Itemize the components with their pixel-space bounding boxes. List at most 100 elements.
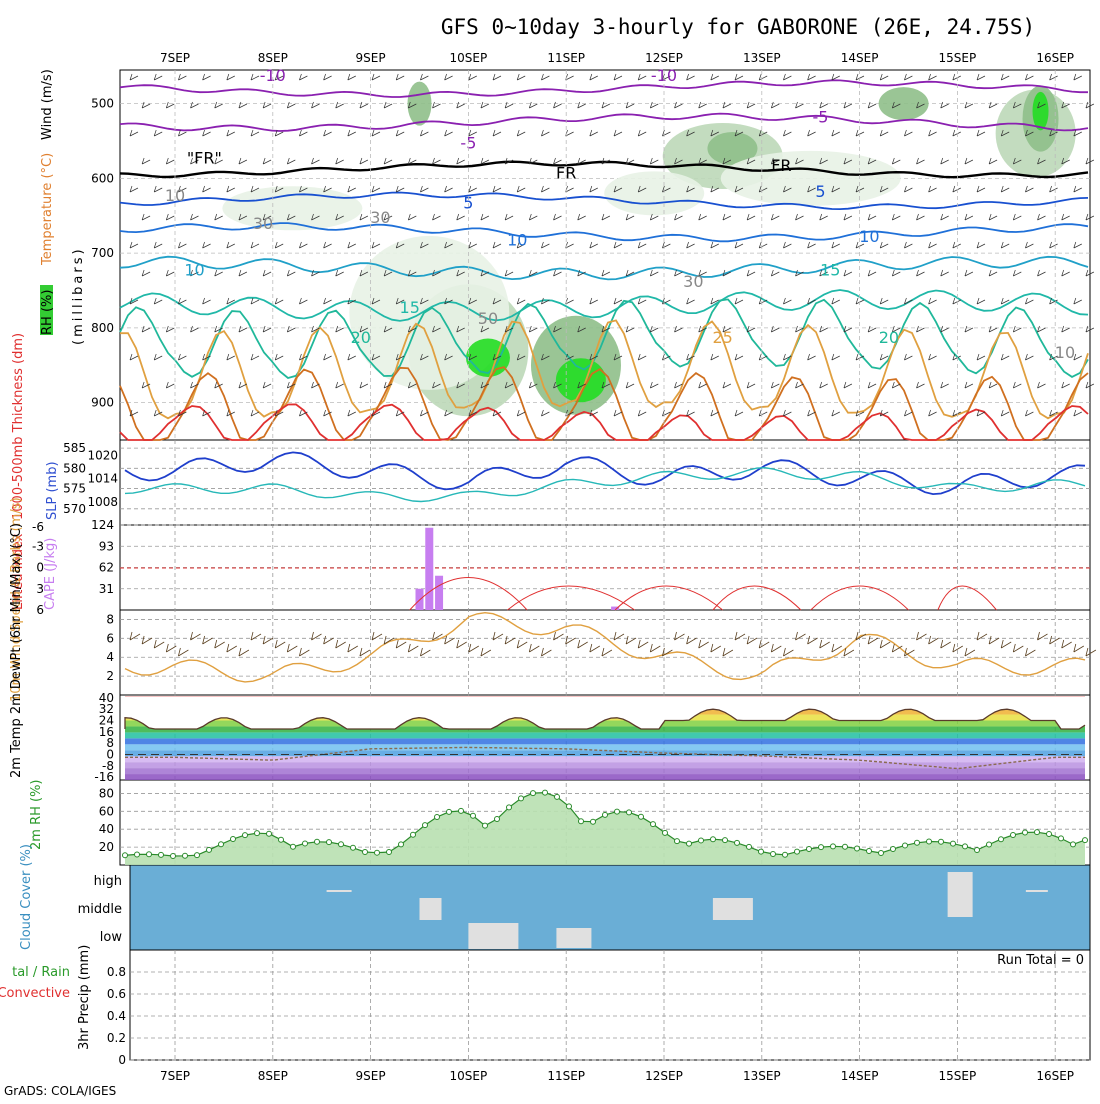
precip-convective-label: Convective: [0, 986, 70, 1001]
wind-barb: [141, 269, 151, 277]
wind-barb: [311, 325, 320, 333]
cape-tick: 62: [99, 561, 114, 575]
wind-barb: [250, 353, 260, 361]
rh2m-point: [878, 849, 884, 856]
wind-barb: [165, 157, 175, 165]
wind-barb: [831, 185, 840, 193]
wind-barb: [1073, 409, 1082, 417]
wind-barb: [250, 241, 260, 249]
wind-barb: [698, 325, 707, 333]
wind-barb: [190, 157, 199, 165]
surface-wind-barb: [480, 647, 492, 657]
rh2m-point: [398, 841, 404, 848]
precip-graphics: [130, 971, 1090, 1061]
wind-barb: [238, 381, 248, 389]
wind-barb: [577, 381, 586, 389]
wind-barb: [795, 269, 804, 277]
wind-barb: [1049, 129, 1058, 137]
wind-barb: [589, 129, 598, 137]
surface-wind-barb: [226, 643, 238, 653]
surface-wind-barb: [674, 631, 685, 641]
surface-wind-barb: [165, 643, 177, 653]
wind-barb: [141, 101, 151, 109]
wind-barb: [855, 129, 865, 137]
wind-barb: [783, 241, 792, 249]
temp-color-band: [125, 744, 1085, 751]
wind-barb: [274, 353, 284, 361]
wind-barb: [831, 73, 840, 81]
wind-barb: [940, 101, 949, 109]
surface-wind-barb: [541, 647, 552, 657]
surface-wind-barb: [819, 639, 830, 649]
wind-barb: [625, 213, 635, 221]
surface-wind-barb: [879, 639, 891, 649]
wind-barb: [323, 241, 332, 249]
precip-tick: 0: [118, 1053, 126, 1067]
wind10-axis-label: 10m Wind Speed & Barbs (m/s): [9, 497, 24, 702]
contour-label: 15: [400, 298, 420, 317]
wind-barb: [783, 297, 792, 305]
rh2m-point: [986, 841, 992, 848]
wind-barb: [492, 73, 502, 81]
date-label-bottom: 10SEP: [450, 1069, 488, 1083]
surface-wind-barb: [565, 635, 576, 645]
temp-graphics: [124, 696, 1086, 780]
wind-barb: [444, 297, 453, 305]
wind-barb: [734, 241, 744, 249]
rh2m-point: [326, 839, 332, 846]
wind-barb: [674, 101, 683, 109]
wind-barb: [783, 409, 792, 417]
wind-barb: [710, 241, 719, 249]
slp-graphics: [120, 447, 1090, 510]
cloud-block: [556, 928, 592, 948]
surface-wind-barb: [722, 647, 734, 657]
rh2m-point: [230, 836, 236, 843]
rh2m-point: [650, 821, 656, 828]
wind-barb: [734, 73, 744, 81]
rh-graphics: [120, 789, 1090, 865]
surface-wind-barb: [335, 639, 346, 649]
wind-barb: [649, 381, 659, 389]
rh2m-point: [338, 841, 344, 848]
date-label-bottom: 12SEP: [645, 1069, 683, 1083]
wind-barb: [976, 129, 986, 137]
isotherm-line: [119, 112, 1089, 132]
wind-barb: [444, 409, 453, 417]
rh2m-point: [146, 851, 152, 858]
wind-barb: [420, 73, 429, 81]
surface-wind-barb: [323, 635, 334, 645]
wind-barb: [190, 213, 199, 221]
slp-tick: 1020: [87, 448, 118, 462]
wind-barb: [843, 381, 853, 389]
surface-wind-barb: [625, 635, 637, 645]
wind-barb: [952, 353, 961, 361]
wind-barb: [323, 353, 332, 361]
wind-barb: [153, 409, 163, 417]
wind-barb: [553, 325, 562, 333]
wind-barb: [311, 269, 320, 277]
temp-color-band: [125, 756, 1085, 763]
temp2m-axis-label: 2m Temp 2m DewPt (6hr Min/Max) (°C): [9, 523, 24, 778]
wind-barb: [589, 73, 598, 81]
rh-axis-label: RH (%): [40, 290, 55, 335]
wind-barb: [226, 409, 235, 417]
wind-barb: [541, 353, 550, 361]
wind-barb: [165, 381, 175, 389]
wind-barb: [734, 129, 744, 137]
wind-barb: [710, 73, 719, 81]
wind-barb: [843, 157, 853, 165]
rh2m-point: [734, 839, 740, 846]
wind-barb: [432, 269, 441, 277]
wind-barb: [807, 353, 816, 361]
wind-barb: [347, 353, 356, 361]
wind-barb: [891, 325, 901, 333]
surface-wind-barb: [770, 643, 782, 653]
rh2m-point: [626, 809, 632, 816]
rh2m-point: [770, 850, 776, 857]
rh2m-point: [350, 844, 356, 851]
wind-barb: [1025, 129, 1034, 137]
wind-barb: [432, 213, 441, 221]
wind-barb: [432, 381, 441, 389]
wind-barb: [286, 101, 296, 109]
wind-barb: [153, 241, 163, 249]
